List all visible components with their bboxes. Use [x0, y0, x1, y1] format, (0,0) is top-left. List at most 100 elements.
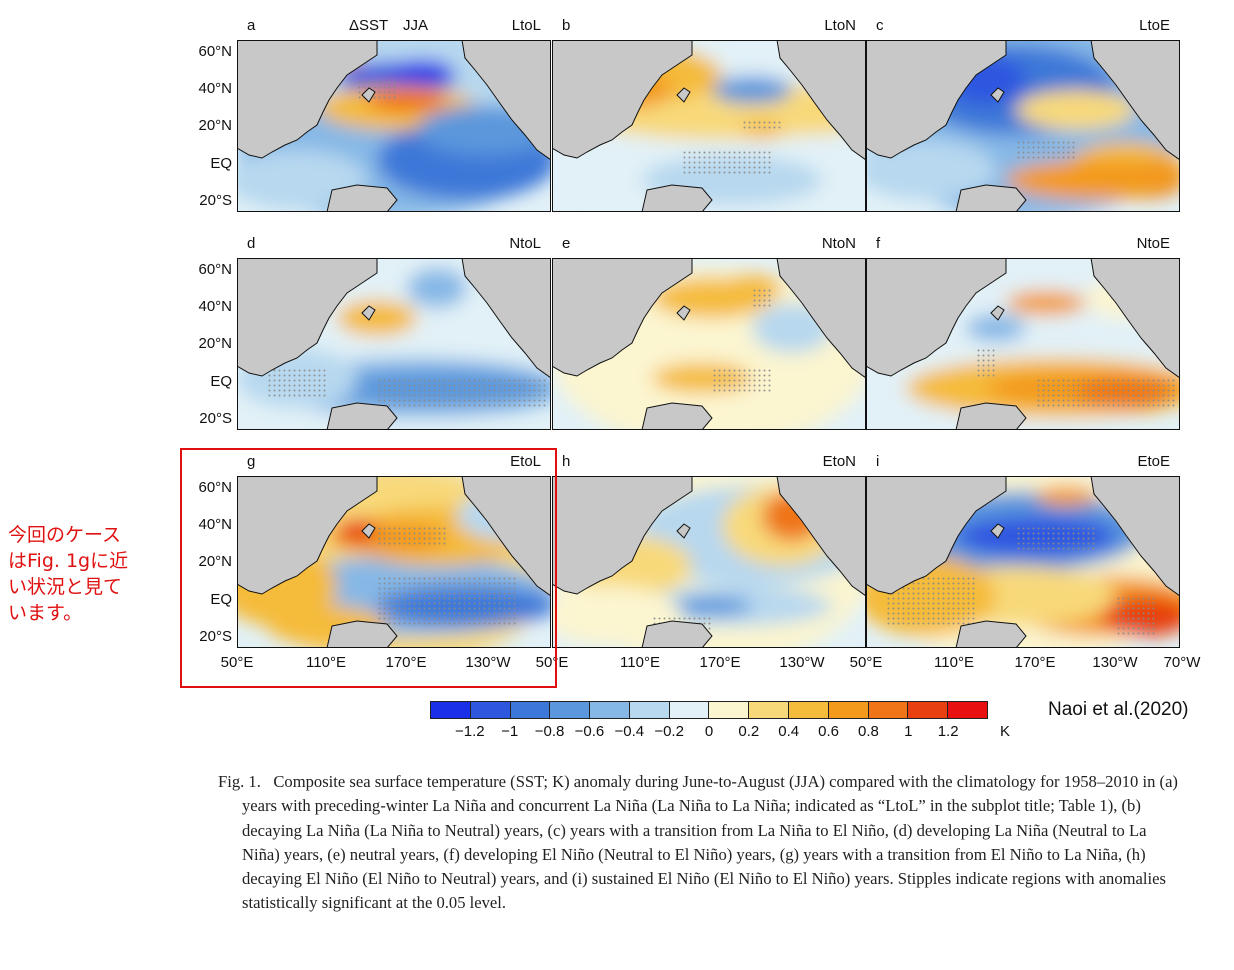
- note-line: 今回のケース: [8, 524, 122, 546]
- sst-anomaly-map: [866, 476, 1180, 648]
- note-line: い状況と見て: [8, 576, 123, 598]
- landmass: [776, 476, 866, 597]
- lon-tick-label: 130°W: [1092, 654, 1138, 671]
- landmass: [237, 40, 378, 159]
- colorbar-tick-label: −0.2: [654, 723, 684, 740]
- panel-title: EtoN: [822, 453, 856, 470]
- sst-anomaly-map: [237, 40, 551, 212]
- colorbar-tick-label: 0.6: [818, 723, 839, 740]
- landmass: [237, 476, 378, 595]
- anomaly-region: [966, 314, 1026, 342]
- landmass: [955, 402, 1027, 430]
- colorbar-swatch: [828, 702, 869, 718]
- map-panel-a: [237, 40, 551, 212]
- figure-caption: Fig. 1. Composite sea surface temperatur…: [218, 770, 1178, 916]
- lat-tick-label: 20°S: [199, 192, 232, 209]
- colorbar-tick-label: 0.4: [778, 723, 800, 740]
- lon-tick-label: 130°W: [465, 654, 511, 671]
- annotation-note: 今回のケース はFig. 1gに近 い状況と見て います。: [8, 522, 158, 626]
- sst-anomaly-map: [552, 40, 866, 212]
- lat-tick-label: 60°N: [198, 261, 232, 278]
- sst-anomaly-map: [552, 258, 866, 430]
- anomaly-region: [337, 519, 377, 543]
- lat-tick-label: 60°N: [198, 479, 232, 496]
- colorbar-tick-label: 0.8: [857, 723, 879, 740]
- lon-tick-label: 50°E: [535, 654, 569, 671]
- landmass: [641, 620, 713, 648]
- caption-text: Composite sea surface temperature (SST; …: [242, 772, 1178, 913]
- panel-letter: f: [876, 235, 881, 252]
- caption-number: Fig. 1.: [218, 772, 261, 791]
- colorbar-swatch: [510, 702, 551, 718]
- lat-tick-label: 60°N: [198, 43, 232, 60]
- lon-tick-label: 110°E: [934, 654, 974, 671]
- landmass: [461, 476, 551, 597]
- colorbar-swatch: [470, 702, 511, 718]
- colorbar-tick-label: −0.4: [614, 723, 645, 740]
- panel-letter: a: [247, 17, 256, 34]
- map-panel-b: [552, 40, 866, 212]
- lon-tick-label: 170°E: [385, 654, 427, 671]
- landmass: [866, 40, 1007, 159]
- lon-tick-label: 130°W: [779, 654, 825, 671]
- map-panel-d: [237, 258, 551, 430]
- map-panel-e: [552, 258, 866, 430]
- landmass: [641, 402, 713, 430]
- panel-title: NtoL: [509, 235, 541, 252]
- lon-tick-label: 50°E: [849, 654, 883, 671]
- panel-letter: i: [876, 453, 880, 470]
- anomaly-region: [392, 60, 452, 80]
- map-panel-h: [552, 476, 866, 648]
- anomaly-region: [866, 140, 996, 200]
- panel-letter: g: [247, 453, 256, 470]
- colorbar-unit: K: [1000, 723, 1011, 740]
- anomaly-region: [1006, 291, 1086, 315]
- landmass: [552, 40, 693, 159]
- panel-letter: d: [247, 235, 256, 252]
- lat-tick-label: 20°S: [199, 628, 232, 645]
- colorbar-swatch: [629, 702, 670, 718]
- colorbar-swatch: [908, 702, 949, 718]
- panel-title: LtoL: [511, 17, 541, 34]
- landmass: [461, 258, 551, 379]
- lat-tick-label: 20°N: [198, 553, 232, 570]
- lon-tick-label: 50°E: [220, 654, 254, 671]
- colorbar-tick-label: 1: [904, 723, 913, 740]
- landmass: [552, 476, 693, 595]
- colorbar-swatch: [709, 702, 750, 718]
- colorbar-tick-label: −1: [501, 723, 519, 740]
- colorbar-tick-label: −0.8: [534, 723, 565, 740]
- lat-tick-label: 20°N: [198, 117, 232, 134]
- lat-tick-label: EQ: [210, 373, 232, 390]
- colorbar-swatch: [948, 702, 987, 718]
- colorbar-swatch: [431, 702, 471, 718]
- panel-title: NtoN: [821, 235, 856, 252]
- colorbar-swatch: [868, 702, 909, 718]
- colorbar-tick-label: 0: [704, 723, 714, 740]
- landmass: [237, 258, 378, 377]
- note-line: はFig. 1gに近: [8, 550, 129, 572]
- panel-letter: b: [562, 17, 571, 34]
- landmass: [461, 40, 551, 161]
- lon-tick-label: 110°E: [620, 654, 660, 671]
- landmass: [776, 40, 866, 161]
- landmass: [1090, 258, 1180, 379]
- lat-tick-label: EQ: [210, 591, 232, 608]
- lat-tick-label: 40°N: [198, 80, 232, 97]
- landmass: [641, 184, 713, 212]
- source-credit: Naoi et al.(2020): [1048, 699, 1189, 720]
- highlight-box-panel-g: [180, 448, 557, 688]
- landmass: [326, 620, 398, 648]
- landmass: [1090, 476, 1180, 597]
- colorbar-swatch: [749, 702, 790, 718]
- anomaly-region: [1006, 160, 1180, 200]
- sst-anomaly-map: [866, 40, 1180, 212]
- landmass: [326, 402, 398, 430]
- figure-variable-label: ΔSST: [349, 17, 389, 34]
- map-panel-c: [866, 40, 1180, 212]
- panel-title: LtoE: [1139, 17, 1170, 34]
- lat-tick-label: 40°N: [198, 298, 232, 315]
- colorbar-tick-label: 1.2: [937, 723, 959, 740]
- panel-title: EtoE: [1137, 453, 1170, 470]
- panel-title: NtoE: [1136, 235, 1170, 252]
